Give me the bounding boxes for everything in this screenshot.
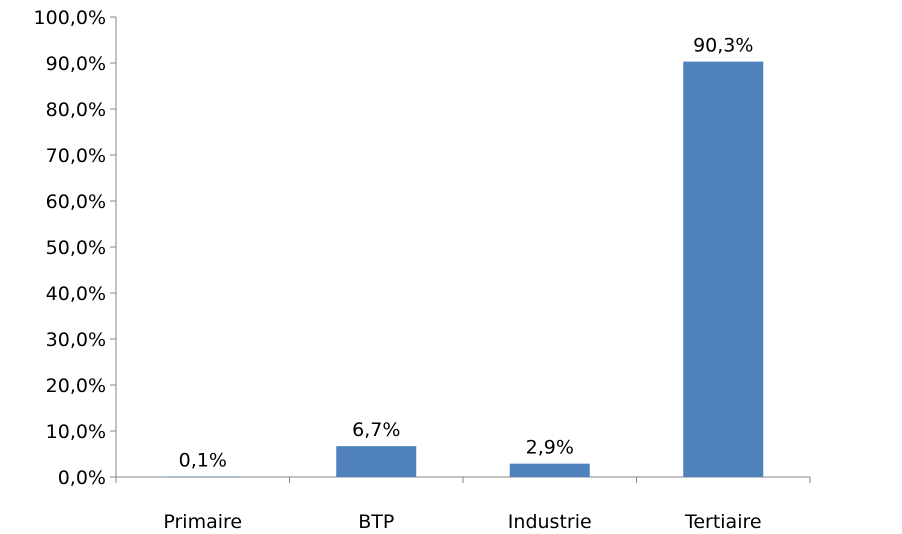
y-tick-label: 20,0% bbox=[46, 375, 106, 397]
y-tick-label: 10,0% bbox=[46, 421, 106, 443]
x-tick-label: Industrie bbox=[508, 511, 592, 533]
data-labels: 0,1% 6,7% 2,9% 90,3% bbox=[179, 35, 754, 472]
y-tick-label: 40,0% bbox=[46, 283, 106, 305]
x-tick-label: Tertiaire bbox=[684, 511, 762, 533]
data-label: 90,3% bbox=[693, 35, 753, 57]
y-tick-label: 70,0% bbox=[46, 145, 106, 167]
data-label: 0,1% bbox=[179, 450, 227, 472]
bar-industrie bbox=[509, 463, 590, 477]
x-tick-label: Primaire bbox=[163, 511, 242, 533]
bar-tertiaire bbox=[683, 61, 764, 478]
y-tick-label: 60,0% bbox=[46, 191, 106, 213]
data-label: 2,9% bbox=[526, 437, 574, 459]
y-tick-label: 90,0% bbox=[46, 53, 106, 75]
bars bbox=[162, 61, 764, 478]
y-tick-label: 50,0% bbox=[46, 237, 106, 259]
x-tick-label: BTP bbox=[358, 511, 394, 533]
y-tick-label: 80,0% bbox=[46, 99, 106, 121]
x-axis: Primaire BTP Industrie Tertiaire bbox=[115, 476, 811, 533]
y-tick-label: 0,0% bbox=[58, 467, 106, 489]
y-tick-label: 100,0% bbox=[34, 7, 106, 29]
y-tick-label: 30,0% bbox=[46, 329, 106, 351]
y-axis: 0,0% 10,0% 20,0% 30,0% 40,0% 50,0% 60,0% 70,0% 8… bbox=[34, 7, 117, 489]
bar-primaire bbox=[162, 476, 243, 477]
data-label: 6,7% bbox=[352, 419, 400, 441]
bar-btp bbox=[336, 446, 417, 477]
